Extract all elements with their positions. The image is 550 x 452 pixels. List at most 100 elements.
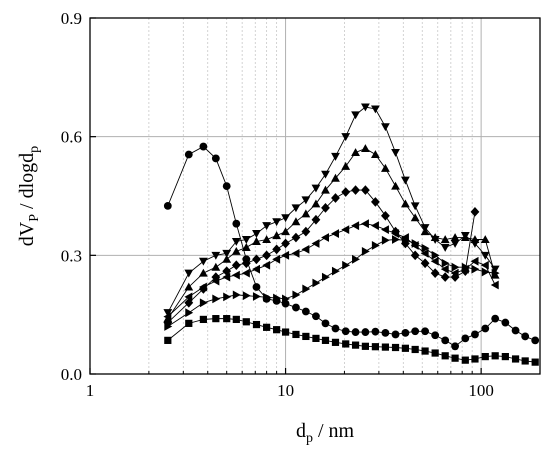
major-grid xyxy=(90,18,540,374)
data-point-triangle-up xyxy=(351,148,360,157)
data-point-circle xyxy=(531,336,540,345)
data-point-triangle-up xyxy=(272,231,282,240)
data-point-triangle-left xyxy=(341,225,350,235)
data-point-triangle-down xyxy=(252,230,261,238)
data-point-triangle-right xyxy=(302,284,311,294)
data-point-triangle-right xyxy=(352,254,360,264)
data-point-square xyxy=(521,357,529,365)
data-point-triangle-right xyxy=(481,267,490,277)
data-point-triangle-down xyxy=(321,170,330,179)
data-point-triangle-up xyxy=(361,144,370,153)
data-point-square xyxy=(441,352,449,360)
data-point-square xyxy=(312,334,320,342)
data-point-diamond xyxy=(351,185,360,195)
data-point-triangle-right xyxy=(321,272,330,282)
data-point-triangle-right xyxy=(312,278,321,288)
data-point-triangle-right xyxy=(273,293,282,303)
data-point-diamond xyxy=(470,206,480,217)
data-point-triangle-left xyxy=(470,256,479,266)
data-point-diamond xyxy=(440,272,450,282)
data-point-diamond xyxy=(231,260,241,271)
data-point-square xyxy=(263,323,271,331)
data-point-square xyxy=(342,340,350,348)
data-point-square xyxy=(292,330,300,339)
data-point-circle xyxy=(232,219,241,228)
data-point-triangle-right xyxy=(491,268,500,278)
data-point-triangle-up xyxy=(331,173,340,182)
data-point-triangle-left xyxy=(198,282,207,292)
data-point-square xyxy=(381,343,390,351)
tick-labels: 1 10 100 0.0 0.3 0.6 0.9 xyxy=(61,9,494,400)
data-point-square xyxy=(331,338,340,346)
data-point-square xyxy=(461,356,469,364)
data-point-triangle-up xyxy=(321,185,330,194)
data-point-triangle-right xyxy=(451,262,460,272)
data-point-circle xyxy=(501,318,510,327)
plot-frame xyxy=(89,17,541,375)
data-point-circle xyxy=(312,312,320,321)
data-point-square xyxy=(391,343,400,352)
data-point-triangle-down xyxy=(163,309,173,318)
data-point-triangle-down xyxy=(361,103,370,112)
data-point-diamond xyxy=(272,244,282,255)
data-point-triangle-left xyxy=(281,250,290,260)
data-point-triangle-right xyxy=(164,322,173,331)
data-point-triangle-right xyxy=(199,298,208,308)
data-point-circle xyxy=(222,182,231,191)
data-point-triangle-left xyxy=(331,229,340,238)
data-point-triangle-right xyxy=(371,241,380,250)
data-point-triangle-left xyxy=(291,248,300,258)
data-point-triangle-down xyxy=(381,123,390,132)
series-triangle-down xyxy=(163,103,500,318)
y-tick-label: 0.3 xyxy=(61,246,82,265)
data-point-triangle-right xyxy=(361,246,370,256)
data-point-square xyxy=(471,355,479,363)
data-point-square xyxy=(421,347,429,355)
data-point-diamond xyxy=(163,317,173,328)
data-point-square xyxy=(302,332,310,341)
data-point-triangle-right xyxy=(471,264,480,274)
series-line xyxy=(167,146,536,347)
data-point-triangle-down xyxy=(480,251,490,260)
data-point-circle xyxy=(163,201,172,210)
data-point-square xyxy=(451,354,459,362)
data-point-circle xyxy=(292,303,300,312)
data-point-triangle-right xyxy=(431,250,440,260)
minor-grid xyxy=(148,18,473,374)
data-point-triangle-down xyxy=(351,111,360,120)
data-point-triangle-up xyxy=(450,233,460,242)
data-point-circle xyxy=(184,150,193,159)
data-point-triangle-right xyxy=(252,292,261,301)
data-point-triangle-up xyxy=(281,227,290,236)
data-point-triangle-left xyxy=(241,268,250,278)
data-point-triangle-up xyxy=(410,213,420,222)
data-point-triangle-left xyxy=(450,268,459,278)
data-point-triangle-right xyxy=(411,239,420,248)
data-point-circle xyxy=(411,327,420,336)
data-point-triangle-left xyxy=(391,229,400,238)
data-point-circle xyxy=(301,307,310,316)
data-point-triangle-up xyxy=(262,235,272,244)
y-tick-label: 0.9 xyxy=(61,9,82,28)
data-point-triangle-up xyxy=(381,163,390,172)
data-point-circle xyxy=(381,328,390,337)
data-point-triangle-left xyxy=(480,260,489,270)
data-point-triangle-up xyxy=(401,199,410,208)
data-point-triangle-down xyxy=(311,184,321,193)
data-point-circle xyxy=(252,283,261,291)
data-point-triangle-down xyxy=(301,196,311,205)
data-point-triangle-left xyxy=(361,219,369,229)
data-point-triangle-down xyxy=(281,214,290,223)
data-point-triangle-up xyxy=(198,268,208,277)
data-point-circle xyxy=(521,332,530,341)
series-line xyxy=(167,318,536,363)
data-point-square xyxy=(511,355,520,363)
axis-ticks xyxy=(89,17,482,375)
data-point-triangle-down xyxy=(184,269,194,278)
data-point-triangle-up xyxy=(371,150,380,158)
data-point-square xyxy=(212,315,220,323)
data-point-triangle-left xyxy=(371,221,379,231)
data-point-diamond xyxy=(321,203,330,213)
data-point-triangle-up xyxy=(430,233,440,242)
data-point-triangle-left xyxy=(252,264,260,274)
